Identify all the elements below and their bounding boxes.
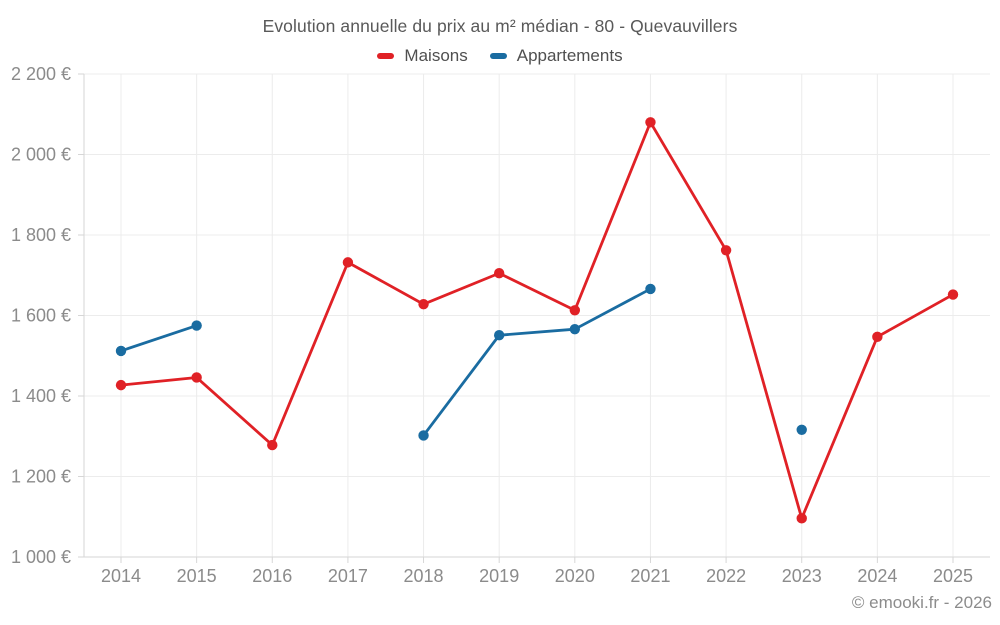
x-axis-label: 2020 (555, 566, 595, 586)
x-axis-label: 2023 (782, 566, 822, 586)
x-axis-label: 2019 (479, 566, 519, 586)
y-axis-label: 2 000 € (11, 145, 71, 165)
x-axis-label: 2016 (252, 566, 292, 586)
data-point-maisons-2022[interactable] (720, 245, 732, 256)
line-maisons (119, 120, 955, 520)
y-axis-label: 1 000 € (11, 547, 71, 567)
y-axis-label: 1 400 € (11, 386, 71, 406)
data-point-appartements-2015[interactable] (191, 320, 202, 331)
data-point-maisons-2017[interactable] (342, 257, 354, 268)
chart-title: Evolution annuelle du prix au m² médian … (262, 16, 738, 36)
data-point-maisons-2014[interactable] (115, 379, 127, 391)
legend-label-maisons: Maisons (404, 46, 468, 65)
data-point-maisons-2020[interactable] (569, 305, 581, 316)
y-axis-label: 1 200 € (11, 467, 71, 487)
x-axis-label: 2017 (328, 566, 368, 586)
credit: © emooki.fr - 2026 (851, 593, 992, 612)
data-point-appartements-2021[interactable] (645, 283, 656, 295)
data-point-maisons-2016[interactable] (267, 439, 278, 451)
legend-swatch-maisons (377, 53, 395, 59)
x-axis-label: 2025 (933, 566, 973, 586)
data-point-maisons-2018[interactable] (418, 299, 429, 310)
data-point-maisons-2021[interactable] (645, 117, 656, 128)
data-point-appartements-2018[interactable] (418, 430, 429, 441)
y-axis-label: 1 800 € (11, 225, 71, 245)
data-point-appartements-2023[interactable] (796, 424, 807, 436)
y-axis-label: 2 200 € (11, 64, 71, 84)
x-axis-label: 2024 (857, 566, 897, 586)
legend: Maisons Appartements (0, 45, 1000, 67)
legend-item-appartements[interactable]: Appartements (489, 46, 623, 66)
data-point-maisons-2015[interactable] (191, 372, 202, 383)
x-axis-label: 2014 (101, 566, 141, 586)
data-point-appartements-2019[interactable] (493, 330, 505, 341)
x-axis-label: 2021 (630, 566, 670, 586)
y-axis-label: 1 600 € (11, 306, 71, 326)
line-appartements (422, 287, 652, 437)
legend-swatch-appartements (489, 53, 507, 59)
data-point-appartements-2020[interactable] (569, 323, 581, 335)
data-point-maisons-2025[interactable] (947, 289, 959, 300)
data-point-maisons-2019[interactable] (493, 268, 505, 279)
x-axis-label: 2022 (706, 566, 746, 586)
x-axis-label: 2018 (404, 566, 444, 586)
data-point-appartements-2014[interactable] (115, 345, 127, 357)
legend-label-appartements: Appartements (516, 46, 623, 65)
legend-item-maisons[interactable]: Maisons (377, 46, 468, 66)
x-axis-label: 2015 (177, 566, 217, 586)
data-point-maisons-2024[interactable] (872, 331, 883, 343)
line-appartements (119, 324, 199, 353)
data-point-maisons-2023[interactable] (796, 513, 807, 524)
